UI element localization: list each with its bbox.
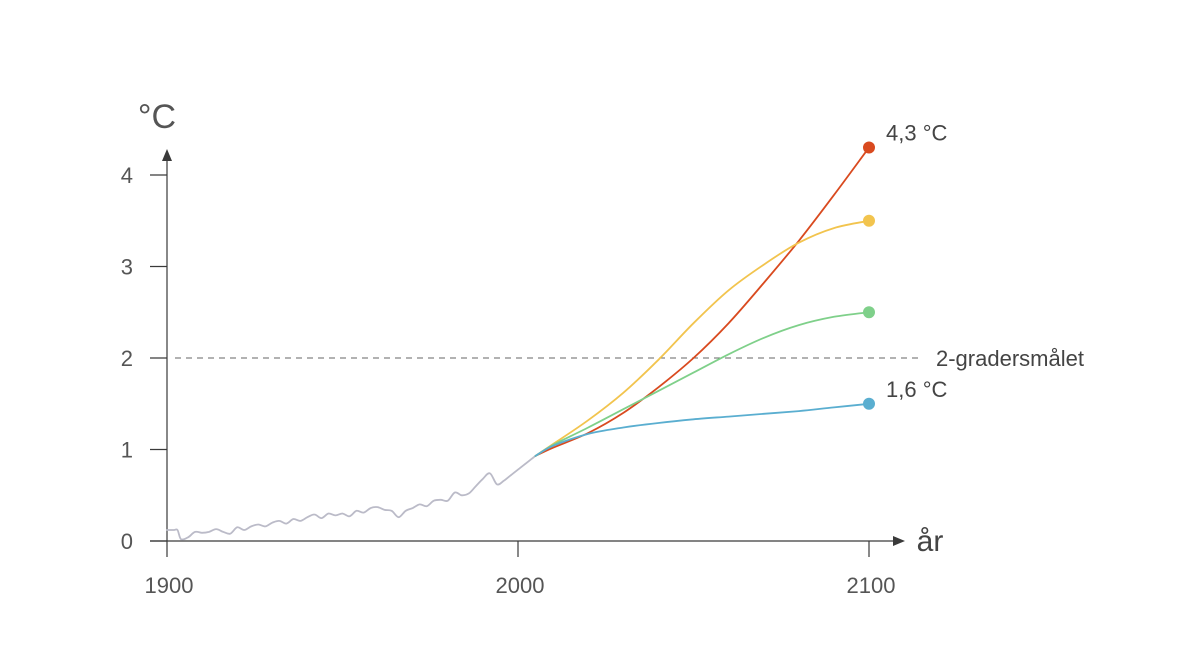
endpoint-label-1: 1,6 °C bbox=[886, 377, 947, 402]
x-tick-label: 2100 bbox=[847, 573, 896, 598]
y-tick-label: 4 bbox=[121, 163, 133, 188]
scenario-line-4 bbox=[534, 402, 870, 457]
x-tick-label: 2000 bbox=[496, 573, 545, 598]
historical-temperature-line bbox=[166, 455, 537, 541]
reference-line-label: 2-gradersmålet bbox=[936, 346, 1084, 371]
scenario-endpoint-2 bbox=[863, 214, 875, 227]
y-tick-label: 2 bbox=[121, 346, 133, 371]
y-tick-label: 3 bbox=[121, 255, 133, 280]
x-axis-arrow-icon bbox=[893, 536, 905, 546]
scenario-endpoint-4 bbox=[863, 397, 875, 410]
scenario-endpoint-1 bbox=[863, 141, 875, 154]
endpoint-label-0: 4,3 °C bbox=[886, 121, 947, 146]
y-axis-title: °C bbox=[138, 98, 176, 136]
y-tick-label: 0 bbox=[121, 529, 133, 554]
x-axis-title: år bbox=[917, 525, 944, 558]
x-tick-label: 1900 bbox=[145, 573, 194, 598]
scenario-endpoint-3 bbox=[863, 306, 875, 319]
scenario-line-2 bbox=[534, 219, 870, 457]
y-axis-arrow-icon bbox=[162, 149, 172, 161]
y-tick-label: 1 bbox=[121, 438, 133, 463]
scenario-line-3 bbox=[534, 311, 870, 457]
